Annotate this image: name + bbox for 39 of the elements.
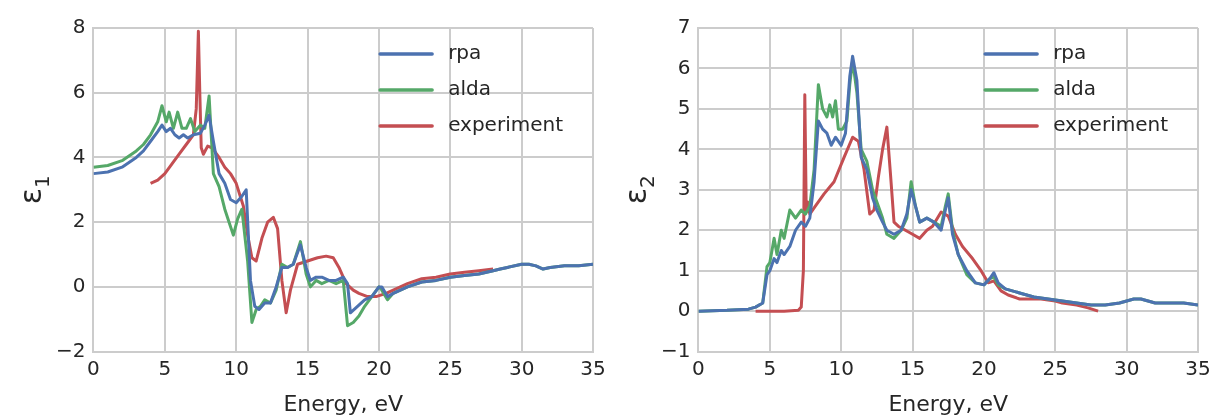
x-tick-label: 30 xyxy=(508,355,535,380)
x-axis-title: Energy, eV xyxy=(283,390,404,416)
legend-label: rpa xyxy=(448,40,482,65)
x-tick-label: 15 xyxy=(294,355,321,380)
y-tick-label: −1 xyxy=(661,337,691,362)
y-tick-label: 2 xyxy=(677,216,691,241)
x-tick-label: 5 xyxy=(158,355,172,380)
legend-label: experiment xyxy=(1053,112,1169,137)
y-tick-label: 4 xyxy=(72,143,86,168)
y-tick-label: 8 xyxy=(72,14,86,39)
y-tick-label: 0 xyxy=(72,273,86,298)
legend-label: experiment xyxy=(448,112,564,137)
x-tick-label: 5 xyxy=(763,355,777,380)
y-tick-label: 2 xyxy=(72,208,86,233)
y-axis-title: ε2 xyxy=(618,175,660,205)
legend-label: rpa xyxy=(1053,40,1087,65)
y-tick-label: 6 xyxy=(677,54,691,79)
x-tick-label: 20 xyxy=(366,355,392,380)
x-tick-label: 15 xyxy=(899,355,926,380)
y-tick-label: 3 xyxy=(677,176,691,200)
x-tick-label: 35 xyxy=(580,355,606,380)
y-axis-title: ε1 xyxy=(13,175,55,205)
y-tick-label: 1 xyxy=(677,256,691,281)
x-tick-label: 25 xyxy=(437,355,464,380)
y-tick-label: 0 xyxy=(677,297,691,322)
legend-label: alda xyxy=(1053,76,1096,101)
x-tick-label: 20 xyxy=(971,355,997,380)
legend-label: alda xyxy=(448,76,491,101)
x-tick-label: 35 xyxy=(1185,355,1211,380)
x-tick-label: 30 xyxy=(1113,355,1140,380)
y-tick-label: 7 xyxy=(677,14,691,39)
y-tick-label: −2 xyxy=(56,337,86,362)
x-tick-label: 10 xyxy=(828,355,854,380)
x-tick-label: 10 xyxy=(223,355,249,380)
y-tick-label: 4 xyxy=(677,135,691,160)
x-tick-label: 25 xyxy=(1042,355,1069,380)
y-tick-label: 5 xyxy=(677,95,691,120)
x-axis-title: Energy, eV xyxy=(888,390,1009,416)
y-tick-label: 6 xyxy=(72,78,86,103)
